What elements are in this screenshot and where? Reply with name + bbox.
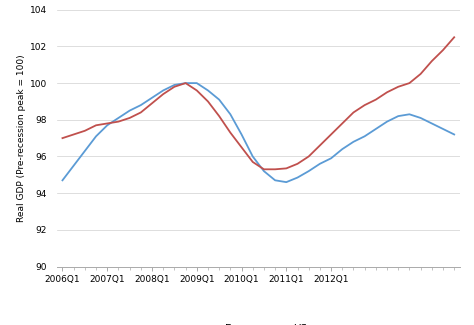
US [351, 111, 356, 114]
US [183, 81, 189, 85]
Eurozone [250, 154, 255, 158]
US [407, 81, 412, 85]
Eurozone [116, 116, 121, 120]
Eurozone [60, 178, 65, 182]
Eurozone [339, 147, 345, 151]
US [384, 90, 390, 94]
Line: US: US [63, 37, 454, 169]
Eurozone [451, 133, 457, 136]
Eurozone [440, 127, 446, 131]
US [149, 101, 155, 105]
US [362, 103, 367, 107]
US [172, 85, 177, 89]
US [373, 98, 379, 102]
US [239, 145, 245, 149]
Eurozone [104, 124, 110, 127]
US [138, 111, 144, 114]
US [261, 167, 267, 171]
US [283, 166, 289, 170]
US [93, 124, 99, 127]
Eurozone [205, 88, 211, 92]
US [339, 122, 345, 125]
Eurozone [216, 98, 222, 102]
Eurozone [362, 134, 367, 138]
Eurozone [395, 114, 401, 118]
US [328, 133, 334, 136]
Y-axis label: Real GDP (Pre-recession peak = 100): Real GDP (Pre-recession peak = 100) [17, 54, 26, 222]
US [127, 116, 132, 120]
Eurozone [317, 162, 323, 166]
US [71, 133, 76, 136]
US [440, 48, 446, 52]
US [418, 72, 423, 76]
Eurozone [418, 116, 423, 120]
US [429, 59, 435, 63]
Eurozone [93, 134, 99, 138]
Eurozone [351, 140, 356, 144]
Eurozone [373, 127, 379, 131]
US [60, 136, 65, 140]
Eurozone [160, 88, 166, 92]
Eurozone [138, 103, 144, 107]
Eurozone [283, 180, 289, 184]
Eurozone [261, 169, 267, 173]
US [306, 154, 311, 158]
Eurozone [127, 109, 132, 112]
Eurozone [328, 156, 334, 160]
Eurozone [272, 178, 278, 182]
US [228, 131, 233, 135]
Eurozone [194, 81, 200, 85]
Eurozone [407, 112, 412, 116]
US [116, 120, 121, 124]
US [160, 92, 166, 96]
US [451, 35, 457, 39]
Line: Eurozone: Eurozone [63, 83, 454, 182]
US [104, 122, 110, 125]
Eurozone [429, 122, 435, 125]
Eurozone [71, 164, 76, 168]
US [194, 88, 200, 92]
US [317, 144, 323, 148]
Eurozone [149, 96, 155, 100]
US [272, 167, 278, 171]
US [205, 99, 211, 103]
US [395, 85, 401, 89]
Eurozone [295, 176, 301, 179]
Eurozone [384, 120, 390, 124]
US [295, 162, 301, 166]
US [216, 114, 222, 118]
Eurozone [228, 112, 233, 116]
Eurozone [183, 81, 189, 85]
US [250, 160, 255, 164]
Eurozone [239, 133, 245, 136]
Legend: Eurozone, US: Eurozone, US [205, 320, 311, 325]
Eurozone [172, 83, 177, 87]
Eurozone [306, 169, 311, 173]
US [82, 129, 88, 133]
Eurozone [82, 149, 88, 153]
